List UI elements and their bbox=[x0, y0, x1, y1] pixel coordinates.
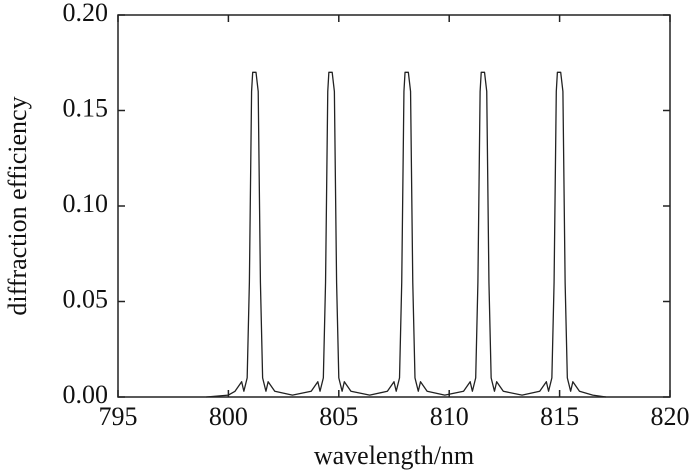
y-tick-label: 0.05 bbox=[63, 284, 109, 313]
x-tick-label: 800 bbox=[209, 402, 248, 431]
y-tick-label: 0.20 bbox=[63, 0, 109, 27]
y-tick-label: 0.10 bbox=[63, 189, 109, 218]
x-tick-label: 820 bbox=[651, 402, 690, 431]
x-tick-label: 815 bbox=[540, 402, 579, 431]
y-tick-label: 0.15 bbox=[63, 93, 109, 122]
x-tick-label: 805 bbox=[319, 402, 358, 431]
plot-frame bbox=[117, 14, 671, 398]
data-line bbox=[206, 71, 607, 398]
x-tick-label: 795 bbox=[99, 402, 138, 431]
y-axis-label: diffraction efficiency bbox=[3, 96, 32, 315]
y-tick-label: 0.00 bbox=[63, 380, 109, 409]
x-axis-label: wavelength/nm bbox=[314, 441, 474, 470]
x-tick-label: 810 bbox=[430, 402, 469, 431]
